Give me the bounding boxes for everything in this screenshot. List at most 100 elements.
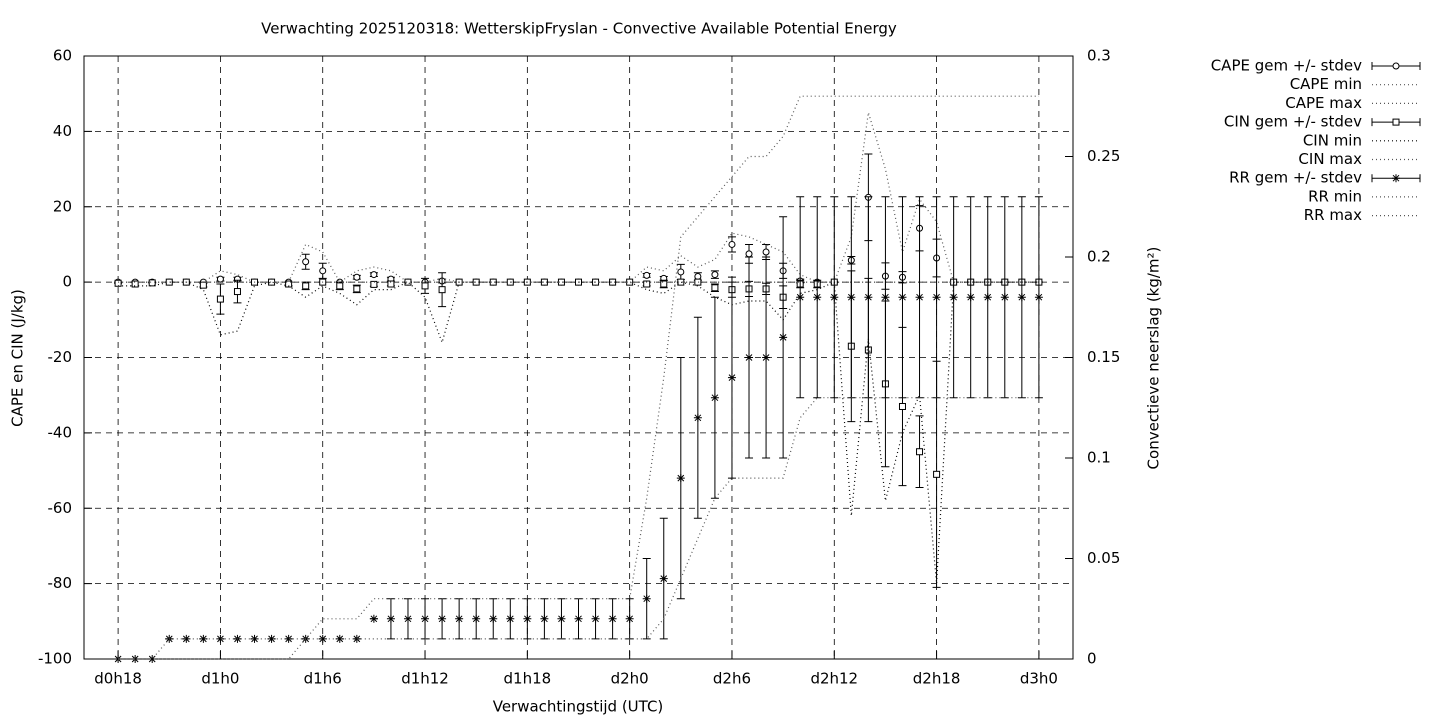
marker-square — [353, 285, 361, 293]
marker-square — [916, 448, 924, 456]
marker-asterisk — [847, 293, 856, 302]
marker-asterisk — [915, 293, 924, 302]
legend-marker — [1392, 62, 1400, 70]
marker-circle — [319, 267, 327, 275]
marker-asterisk — [591, 614, 600, 623]
marker-asterisk — [455, 614, 464, 623]
marker-asterisk — [727, 373, 736, 382]
range-line — [118, 95, 1039, 660]
marker-asterisk — [983, 293, 992, 302]
marker-asterisk — [318, 634, 327, 643]
marker-asterisk — [864, 293, 873, 302]
marker-asterisk — [472, 614, 481, 623]
marker-asterisk — [966, 293, 975, 302]
legend-label: CIN max — [1298, 150, 1362, 168]
marker-square — [165, 278, 173, 286]
y-tick-label: -60 — [48, 499, 73, 517]
marker-asterisk — [779, 333, 788, 342]
marker-square — [694, 278, 702, 286]
marker-asterisk — [148, 655, 157, 663]
marker-asterisk — [898, 293, 907, 302]
x-axis-label: Verwachtingstijd (UTC) — [493, 698, 664, 716]
x-tick-label: d2h18 — [913, 670, 961, 688]
marker-circle — [677, 268, 685, 276]
legend-label: RR max — [1304, 206, 1362, 224]
marker-asterisk — [813, 293, 822, 302]
marker-asterisk — [421, 614, 430, 623]
marker-asterisk — [403, 614, 412, 623]
marker-square — [643, 280, 651, 288]
marker-asterisk — [438, 614, 447, 623]
marker-asterisk — [506, 614, 515, 623]
marker-circle — [745, 250, 753, 258]
marker-square — [660, 280, 668, 288]
marker-square — [302, 282, 310, 290]
marker-asterisk — [182, 634, 191, 643]
legend-label: CAPE gem +/- stdev — [1211, 57, 1362, 75]
legend-marker — [1392, 174, 1400, 183]
marker-asterisk — [267, 634, 276, 643]
marker-asterisk — [659, 574, 668, 583]
y2-tick-label: 0.15 — [1087, 348, 1120, 366]
x-tick-label: d2h0 — [611, 670, 649, 688]
marker-circle — [370, 271, 378, 279]
legend-label: CIN gem +/- stdev — [1224, 113, 1362, 131]
marker-asterisk — [830, 293, 839, 302]
marker-circle — [711, 271, 719, 279]
marker-square — [387, 280, 395, 288]
marker-asterisk — [710, 393, 719, 402]
marker-asterisk — [625, 614, 634, 623]
marker-asterisk — [693, 413, 702, 422]
y2-tick-label: 0.1 — [1087, 449, 1111, 467]
marker-asterisk — [676, 474, 685, 483]
marker-circle — [216, 275, 224, 283]
y-tick-label: -20 — [48, 348, 73, 366]
x-tick-label: d1h0 — [201, 670, 239, 688]
legend-marker — [1392, 118, 1400, 126]
marker-asterisk — [1017, 293, 1026, 302]
marker-circle — [694, 272, 702, 280]
legend-label: CAPE min — [1290, 75, 1362, 93]
x-tick-label: d1h12 — [401, 670, 449, 688]
y-tick-label: -40 — [48, 423, 73, 441]
marker-asterisk — [369, 614, 378, 623]
marker-asterisk — [574, 614, 583, 623]
legend-label: CIN min — [1303, 131, 1362, 149]
marker-square — [933, 470, 941, 478]
marker-circle — [762, 248, 770, 256]
y-tick-label: -80 — [48, 574, 73, 592]
marker-asterisk — [523, 614, 532, 623]
marker-asterisk — [642, 594, 651, 603]
marker-asterisk — [386, 614, 395, 623]
marker-asterisk — [1000, 293, 1009, 302]
marker-square — [148, 279, 156, 287]
marker-square — [404, 278, 412, 286]
marker-asterisk — [250, 634, 259, 643]
marker-circle — [302, 258, 310, 266]
marker-square — [216, 295, 224, 303]
marker-square — [677, 278, 685, 286]
x-tick-label: d2h6 — [713, 670, 751, 688]
marker-asterisk — [1034, 293, 1043, 302]
marker-asterisk — [216, 634, 225, 643]
y-tick-label: 40 — [53, 122, 72, 140]
marker-square — [609, 278, 617, 286]
marker-square — [370, 280, 378, 288]
y-tick-label: -100 — [38, 650, 72, 668]
marker-asterisk — [608, 614, 617, 623]
y2-tick-label: 0.25 — [1087, 147, 1120, 165]
marker-square — [711, 284, 719, 292]
marker-square — [131, 280, 139, 288]
marker-square — [199, 281, 207, 289]
marker-square — [336, 282, 344, 290]
marker-asterisk — [881, 293, 890, 302]
y2-tick-label: 0 — [1087, 650, 1097, 668]
marker-asterisk — [131, 655, 140, 663]
marker-circle — [353, 273, 361, 281]
y-tick-label: 0 — [62, 273, 72, 291]
legend-label: RR min — [1308, 187, 1362, 205]
marker-asterisk — [540, 614, 549, 623]
x-tick-label: d0h18 — [94, 670, 142, 688]
